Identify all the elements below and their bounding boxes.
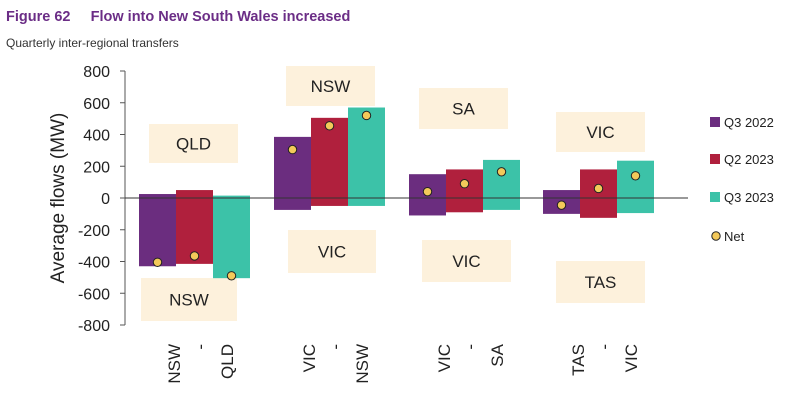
x-axis-label-from: NSW — [165, 344, 184, 384]
figure-subtitle: Quarterly inter-regional transfers — [6, 36, 179, 50]
bar-negative — [139, 198, 176, 267]
axes — [124, 71, 688, 325]
net-marker — [459, 179, 470, 189]
x-axis-label-sep: - — [595, 344, 614, 350]
bar-negative — [483, 198, 520, 210]
y-axis-label: Average flows (MW) — [48, 113, 69, 284]
y-axis-ticks: 800 600 400 200 0 -200 -400 -600 -800 — [78, 64, 125, 335]
bar-negative — [409, 198, 446, 216]
bar-positive — [348, 107, 385, 198]
net-marker — [422, 186, 433, 197]
bar-positive — [409, 174, 446, 198]
x-axis-labels: NSW - QLD VIC - NSW VIC - SA TAS - VIC — [165, 343, 641, 383]
net-marker — [226, 271, 237, 281]
x-axis-label-to: SA — [488, 343, 507, 366]
net-marker — [361, 110, 372, 121]
x-axis-label-sep: - — [191, 344, 210, 350]
y-tick-label: -400 — [78, 255, 110, 272]
region-label: SA — [452, 100, 475, 119]
x-axis-label-sep: - — [461, 344, 480, 350]
bar-positive — [543, 190, 580, 198]
legend-label: Q3 2023 — [724, 190, 774, 205]
x-axis-label-from: VIC — [435, 344, 454, 372]
bars — [139, 107, 654, 279]
region-label-box — [149, 124, 238, 163]
region-label: VIC — [318, 243, 346, 262]
legend-label: Q2 2023 — [724, 152, 774, 167]
region-label-box — [288, 230, 376, 273]
x-axis-label-to: QLD — [218, 344, 237, 379]
bar-negative — [617, 198, 654, 214]
region-label: QLD — [176, 135, 211, 154]
region-label-box — [422, 240, 511, 282]
net-marker — [630, 171, 641, 181]
legend-swatch — [710, 192, 720, 202]
y-tick-label: 400 — [83, 128, 110, 145]
bar-negative — [311, 198, 348, 206]
legend-swatch — [710, 154, 720, 164]
bar-positive — [176, 190, 213, 198]
bar-negative — [580, 198, 617, 218]
y-tick-label: 200 — [83, 159, 110, 176]
bar-positive — [311, 117, 348, 198]
y-tick-label: 600 — [83, 96, 110, 113]
bar-negative — [348, 198, 385, 206]
net-marker — [496, 167, 507, 177]
net-marker — [556, 200, 567, 210]
figure-title: Figure 62 Flow into New South Wales incr… — [6, 9, 350, 25]
region-label-box — [556, 261, 645, 303]
bar-positive — [213, 195, 250, 198]
net-markers — [152, 110, 641, 281]
region-label-boxes: QLD NSW NSW VIC SA VIC VIC TAS — [141, 66, 645, 321]
bar-positive — [483, 159, 520, 198]
region-label-box — [286, 66, 375, 106]
legend-net-marker — [711, 231, 721, 241]
figure-number: Figure 62 — [6, 9, 71, 25]
region-label: VIC — [452, 252, 480, 271]
region-label-box — [556, 112, 645, 152]
x-axis-label-to: NSW — [353, 344, 372, 384]
x-axis-label-from: VIC — [300, 344, 319, 372]
y-tick-label: -800 — [78, 318, 110, 335]
legend-swatch — [710, 117, 720, 127]
region-label: VIC — [586, 123, 614, 142]
net-marker — [152, 257, 163, 267]
region-label-box — [141, 278, 237, 321]
legend-label: Q3 2022 — [724, 115, 774, 130]
bar-negative — [274, 198, 311, 210]
y-tick-label: 800 — [83, 64, 110, 81]
x-axis-label-sep: - — [326, 344, 345, 350]
x-axis-label-from: TAS — [569, 344, 588, 376]
net-marker — [324, 121, 335, 131]
y-tick-label: -600 — [78, 286, 110, 303]
bar-positive — [580, 169, 617, 198]
net-marker — [189, 251, 200, 261]
y-tick-label: 0 — [101, 191, 110, 208]
region-label: TAS — [585, 273, 617, 292]
y-tick-label: -200 — [78, 223, 110, 240]
region-label-box — [419, 88, 508, 129]
region-label: NSW — [169, 291, 209, 310]
net-marker — [287, 144, 298, 155]
legend: Q3 2022 Q2 2023 Q3 2023 Net — [710, 115, 774, 244]
legend-label: Net — [724, 229, 745, 244]
x-axis-label-to: VIC — [622, 344, 641, 372]
region-label: NSW — [311, 77, 351, 96]
figure-title-text: Flow into New South Wales increased — [90, 9, 351, 25]
bar-negative — [213, 198, 250, 279]
bar-positive — [139, 194, 176, 198]
net-marker — [593, 183, 604, 194]
bar-negative — [446, 198, 483, 213]
